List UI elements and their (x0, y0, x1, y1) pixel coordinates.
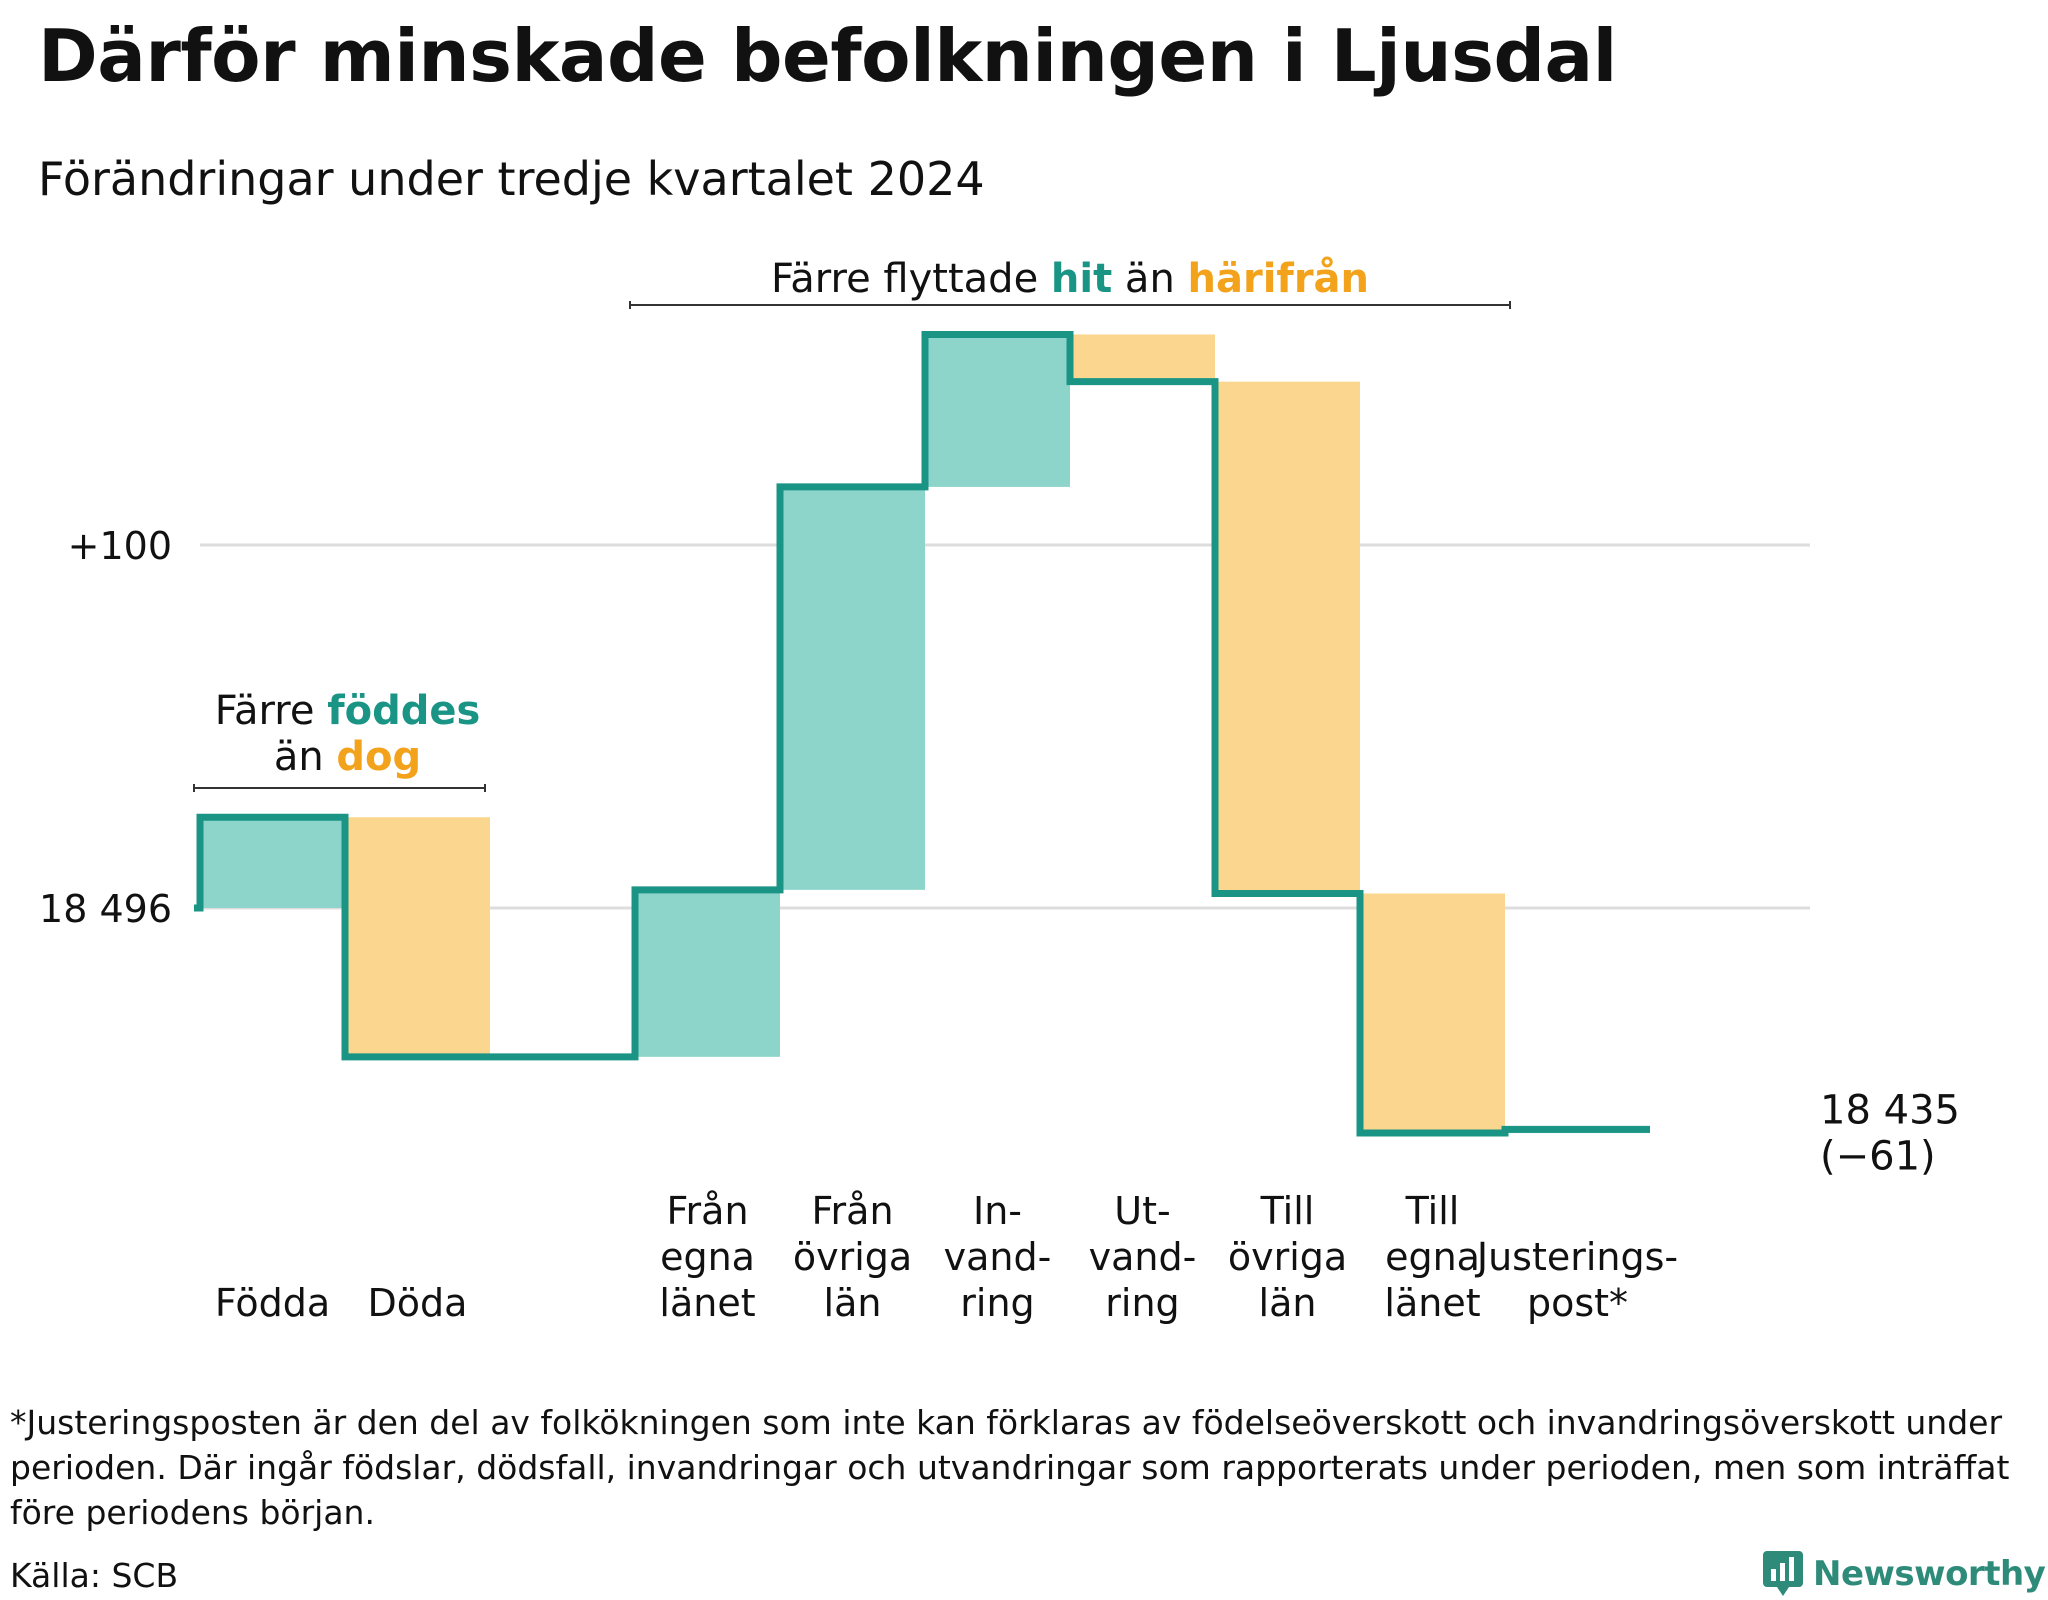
category-label-8: Till (1405, 1189, 1460, 1233)
annotation-migration: Färre flyttade hit än härifrån (771, 255, 1369, 302)
chart-title: Därför minskade befolkningen i Ljusdal (38, 14, 1617, 98)
category-label-3: Från (666, 1189, 748, 1233)
category-label-9: Justerings- (1475, 1235, 1678, 1279)
category-label-7: övriga (1228, 1235, 1347, 1279)
waterfall-bar-4 (780, 486, 925, 890)
annotation-births-deaths-line1: Färre föddes (215, 688, 481, 734)
annotation-span: föddes (327, 688, 480, 734)
category-label-3: länet (659, 1281, 755, 1325)
category-label-1: Döda (368, 1281, 468, 1325)
annotation-span: hit (1051, 256, 1112, 302)
category-label-4: övriga (793, 1235, 912, 1279)
source-note: Källa: SCB (10, 1556, 179, 1595)
newsworthy-logo-icon (1763, 1551, 1803, 1596)
category-label-5: In- (973, 1189, 1022, 1233)
waterfall-bar-0 (200, 817, 345, 908)
annotation-span: Färre (215, 688, 327, 734)
brand: Newsworthy (1763, 1551, 2046, 1597)
y-tick-label-start: 18 496 (39, 887, 172, 931)
category-label-7: Till (1260, 1189, 1315, 1233)
waterfall-bar-8 (1360, 893, 1505, 1134)
waterfall-bar-1 (345, 817, 490, 1057)
end-value-label: 18 435 (1820, 1087, 1960, 1133)
category-label-5: ring (960, 1281, 1034, 1325)
brand-name: Newsworthy (1813, 1554, 2046, 1594)
annotation-births-deaths-bracket (193, 784, 486, 792)
annotation-span: än (274, 734, 337, 780)
category-label-4: Från (811, 1189, 893, 1233)
category-label-8: länet (1384, 1281, 1480, 1325)
category-label-3: egna (660, 1235, 755, 1279)
category-label-9: post* (1527, 1281, 1628, 1325)
category-label-6: vand- (1089, 1235, 1197, 1279)
cumulative-step-line (194, 330, 1650, 1137)
y-tick-label-reference: +100 (68, 524, 172, 568)
annotation-span: härifrån (1188, 255, 1370, 302)
category-label-6: ring (1105, 1281, 1179, 1325)
waterfall-bar-7 (1215, 381, 1360, 894)
end-value-label: (−61) (1820, 1133, 1936, 1179)
annotation-span: Färre flyttade (771, 256, 1051, 302)
annotation-span: dog (336, 734, 421, 780)
category-label-0: Födda (215, 1281, 330, 1325)
category-label-5: vand- (944, 1235, 1052, 1279)
category-label-4: län (824, 1281, 882, 1325)
waterfall-bar-5 (925, 334, 1070, 487)
category-label-6: Ut- (1114, 1189, 1170, 1233)
chart-subtitle: Förändringar under tredje kvartalet 2024 (38, 152, 985, 206)
annotation-births-deaths-line2: än dog (274, 734, 421, 780)
waterfall-bar-3 (635, 889, 780, 1057)
category-label-7: län (1259, 1281, 1317, 1325)
waterfall-bar-6 (1070, 334, 1215, 382)
annotation-migration-bracket (629, 301, 1511, 309)
annotation-span: än (1112, 256, 1187, 302)
category-label-8: egna (1385, 1235, 1480, 1279)
footnote: *Justeringsposten är den del av folkökni… (10, 1403, 2010, 1532)
